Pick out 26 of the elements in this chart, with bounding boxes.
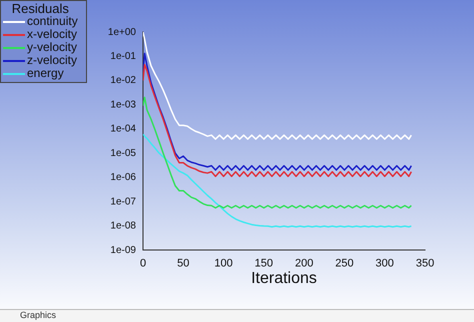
x-tick-label: 100 — [214, 258, 233, 270]
y-tick-label: 1e+00 — [108, 26, 136, 38]
legend-label: x-velocity — [27, 27, 78, 41]
legend-label: continuity — [27, 14, 78, 28]
x-tick-label: 300 — [376, 258, 394, 270]
x-tick-label: 350 — [416, 258, 434, 270]
y-tick-label: 1e-07 — [110, 196, 136, 208]
text: Graphics — [20, 310, 56, 320]
x-axis-title: Iterations — [251, 270, 317, 287]
legend-label: z-velocity — [27, 53, 78, 67]
y-tick-label: 1e-01 — [110, 50, 136, 62]
x-tick-label: 50 — [177, 258, 190, 270]
y-tick-label: 1e-08 — [110, 220, 136, 232]
x-tick-label: 200 — [294, 258, 314, 270]
y-tick-label: 1e-05 — [110, 148, 136, 159]
x-tick-label: 0 — [140, 258, 146, 270]
y-tick-label: 1e-06 — [110, 172, 136, 184]
y-tick-label: 1e-03 — [110, 99, 136, 110]
x-tick-label: 250 — [335, 258, 354, 270]
legend-title: Residuals — [10, 1, 70, 16]
legend-label: energy — [27, 66, 64, 80]
y-tick-label: 1e-02 — [110, 75, 136, 86]
x-tick-label: 150 — [254, 258, 274, 270]
legend-label: y-velocity — [27, 40, 78, 54]
y-tick-label: 1e-09 — [110, 244, 136, 256]
y-tick-label: 1e-04 — [110, 124, 136, 135]
